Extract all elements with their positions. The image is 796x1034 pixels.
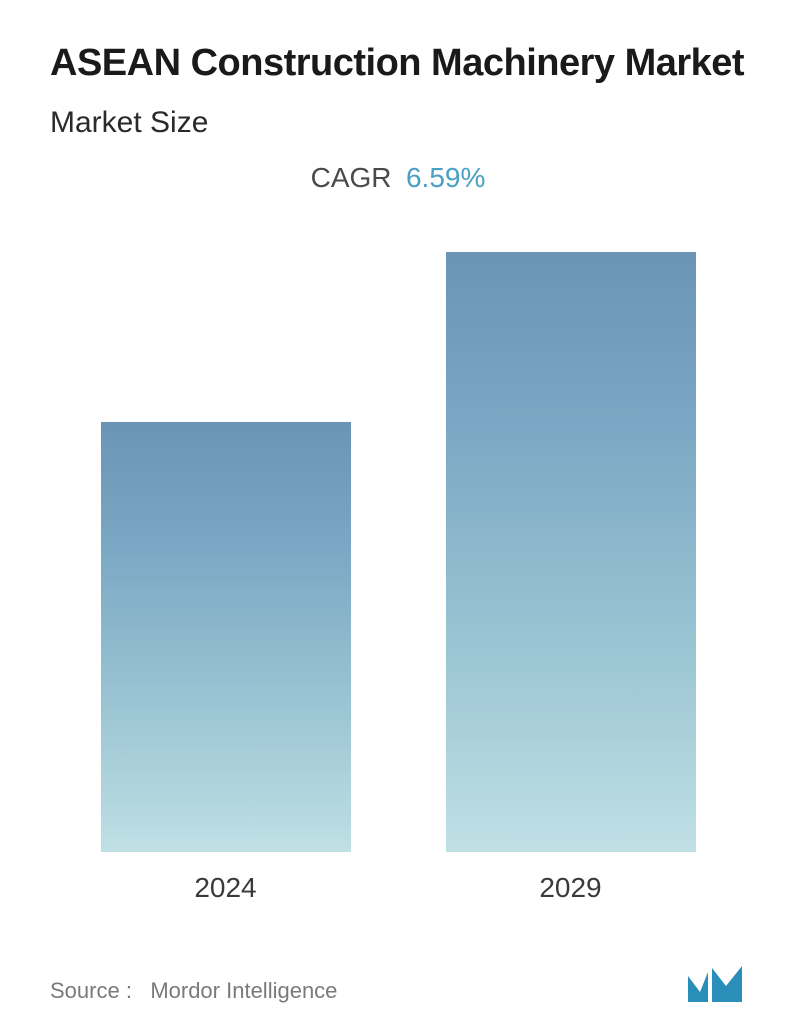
- source-label: Source :: [50, 978, 132, 1003]
- cagr-value: 6.59%: [406, 162, 485, 193]
- bar-group-0: 2024: [101, 422, 351, 904]
- bar-group-1: 2029: [446, 252, 696, 904]
- source-name: Mordor Intelligence: [150, 978, 337, 1003]
- cagr-label: CAGR: [311, 162, 392, 193]
- bar-0: [101, 422, 351, 852]
- chart-area: 2024 2029: [50, 234, 746, 925]
- bar-1: [446, 252, 696, 852]
- chart-subtitle: Market Size: [50, 106, 746, 140]
- cagr-row: CAGR 6.59%: [50, 162, 746, 194]
- bar-label-0: 2024: [194, 872, 256, 904]
- footer: Source : Mordor Intelligence: [50, 934, 746, 1004]
- source-text: Source : Mordor Intelligence: [50, 978, 337, 1004]
- chart-title: ASEAN Construction Machinery Market: [50, 40, 746, 88]
- chart-container: ASEAN Construction Machinery Market Mark…: [0, 0, 796, 1034]
- mordor-logo-icon: [686, 964, 746, 1004]
- bar-label-1: 2029: [539, 872, 601, 904]
